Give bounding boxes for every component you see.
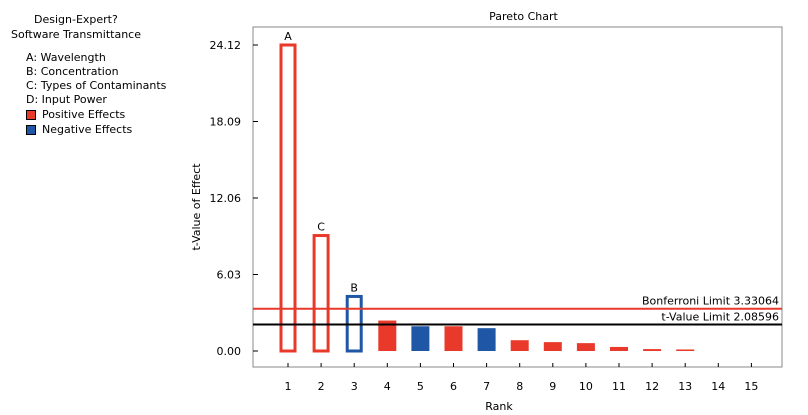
x-tick-label: 14 (711, 380, 725, 393)
bar-2 (312, 234, 330, 353)
bar-8 (510, 340, 529, 351)
x-tick-label: 6 (450, 380, 457, 393)
chart-title: Pareto Chart (489, 10, 558, 23)
bar-13 (676, 349, 695, 351)
bar-label-c: C (317, 221, 325, 234)
reference-label-bonferroni: Bonferroni Limit 3.33064 (642, 295, 779, 308)
legend-negative-label: Negative Effects (42, 123, 133, 136)
bar-4 (378, 320, 397, 351)
y-tick-label: 6.03 (217, 269, 242, 282)
bar-10 (576, 343, 595, 351)
x-tick-label: 3 (351, 380, 358, 393)
x-axis-label: Rank (485, 400, 513, 413)
legend-title-line1: Design-Expert? (34, 13, 118, 26)
x-tick-label: 7 (483, 380, 490, 393)
y-tick-label: 12.06 (210, 192, 242, 205)
bar-9 (543, 342, 562, 351)
x-tick-label: 11 (612, 380, 626, 393)
x-tick-label: 15 (744, 380, 758, 393)
legend-factor-b: B: Concentration (26, 65, 119, 78)
x-tick-label: 5 (417, 380, 424, 393)
legend-title-line2: Software Transmittance (11, 28, 141, 41)
x-tick-label: 1 (285, 380, 292, 393)
y-tick-label: 0.00 (217, 345, 242, 358)
x-tick-label: 2 (318, 380, 325, 393)
positive-swatch (26, 109, 36, 120)
x-tick-label: 9 (549, 380, 556, 393)
y-tick-label: 24.12 (210, 39, 242, 52)
plot-frame (252, 26, 783, 368)
legend-panel: Design-Expert? Software Transmittance A:… (0, 0, 200, 200)
x-tick-label: 13 (678, 380, 692, 393)
y-axis-label: t-Value of Effect (190, 163, 203, 251)
legend-factor-c: C: Types of Contaminants (26, 79, 167, 92)
bar-11 (610, 346, 628, 351)
x-tick-label: 12 (645, 380, 659, 393)
x-tick-label: 10 (579, 380, 593, 393)
legend-factor-a: A: Wavelength (26, 51, 106, 64)
negative-swatch (26, 124, 36, 135)
legend-positive-label: Positive Effects (42, 108, 126, 121)
bar-12 (643, 349, 662, 351)
x-tick-label: 8 (516, 380, 523, 393)
bar-label-a: A (284, 30, 292, 43)
x-tick-label: 4 (384, 380, 391, 393)
reference-label-t-value: t-Value Limit 2.08596 (661, 311, 779, 324)
y-tick-label: 18.09 (210, 116, 242, 129)
bar-5 (411, 326, 430, 351)
bar-label-b: B (350, 281, 358, 294)
legend-factor-d: D: Input Power (26, 93, 107, 106)
bar-7 (477, 328, 496, 351)
legend-negative-effects: Negative Effects (26, 123, 132, 136)
bar-6 (444, 326, 463, 351)
legend-positive-effects: Positive Effects (26, 108, 125, 121)
bar-1 (279, 43, 297, 353)
